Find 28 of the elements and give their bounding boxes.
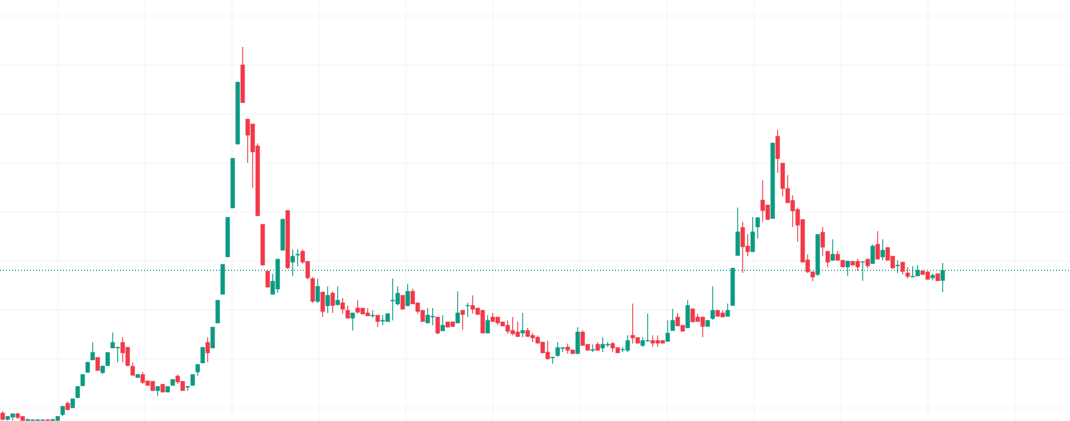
candlestick	[460, 309, 465, 331]
candlestick	[750, 216, 755, 253]
candlestick	[330, 290, 335, 314]
candlestick	[215, 299, 220, 324]
candlestick	[210, 326, 215, 349]
candlestick	[310, 276, 315, 304]
candlestick	[670, 308, 675, 331]
candlestick	[455, 290, 460, 324]
candlestick	[315, 278, 320, 304]
candlestick	[895, 259, 900, 274]
candlestick	[665, 319, 670, 342]
candlestick	[325, 285, 330, 314]
candlestick	[295, 248, 300, 267]
candlestick	[755, 217, 760, 240]
candlestick	[820, 226, 825, 257]
candlestick	[320, 291, 325, 318]
candlestick	[880, 238, 885, 261]
candlestick	[710, 285, 715, 321]
candlestick	[735, 207, 740, 256]
candlestick	[685, 299, 690, 329]
candlestick	[550, 356, 555, 365]
candlestick	[465, 302, 470, 318]
candlestick	[775, 129, 780, 174]
candlestick	[520, 312, 525, 338]
candlestick	[875, 230, 880, 260]
candlestick	[205, 336, 210, 363]
candlestick	[575, 326, 580, 355]
candlestick	[405, 283, 410, 307]
